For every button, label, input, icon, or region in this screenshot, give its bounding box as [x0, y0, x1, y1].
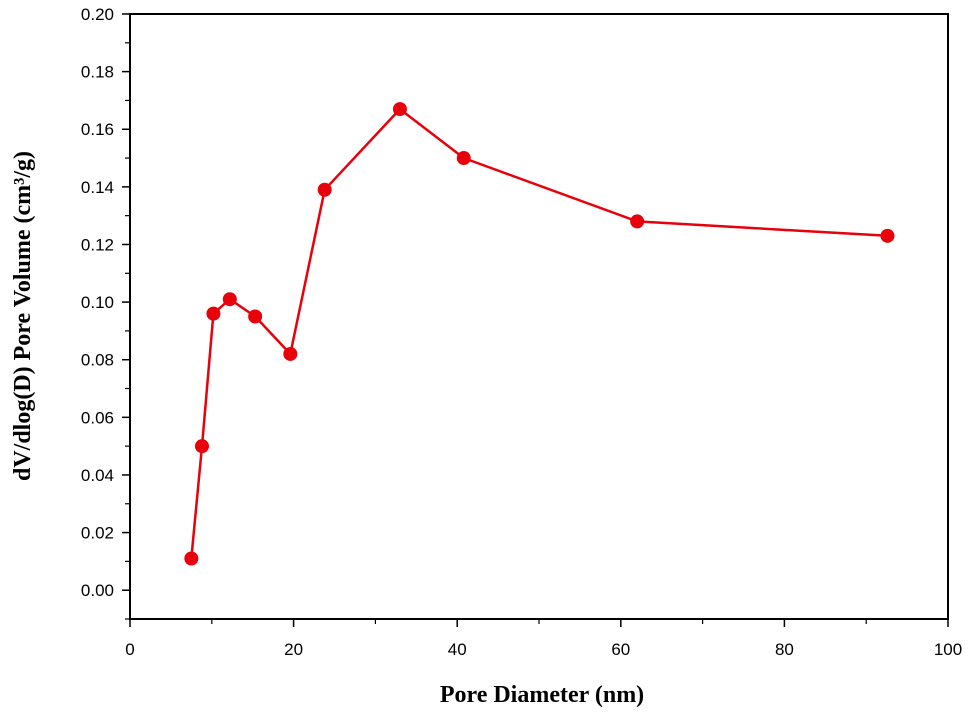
- y-tick-label: 0.14: [81, 178, 114, 197]
- x-tick-label: 20: [284, 640, 303, 659]
- y-tick-label: 0.08: [81, 351, 114, 370]
- y-tick-label: 0.00: [81, 581, 114, 600]
- data-point: [456, 151, 471, 166]
- y-tick-label: 0.18: [81, 63, 114, 82]
- y-tick-label: 0.10: [81, 293, 114, 312]
- data-point: [248, 309, 263, 324]
- y-tick-label: 0.06: [81, 408, 114, 427]
- series-line: [190, 107, 888, 559]
- data-point: [222, 292, 237, 307]
- data-point: [184, 551, 199, 566]
- x-axis-label: Pore Diameter (nm): [440, 682, 644, 708]
- y-axis-label: dV/dlog(D) Pore Volume (cm³/g): [10, 151, 36, 481]
- data-point: [880, 228, 895, 243]
- data-point: [206, 306, 221, 321]
- y-tick-label: 0.12: [81, 235, 114, 254]
- y-tick-label: 0.16: [81, 120, 114, 139]
- data-point: [630, 214, 645, 229]
- data-point: [392, 102, 407, 117]
- data-point: [194, 439, 209, 454]
- x-axis: 0 20 40 60 80 100: [125, 619, 962, 659]
- y-tick-label: 0.02: [81, 524, 114, 543]
- series-layer: [184, 102, 895, 566]
- x-tick-label: 80: [775, 640, 794, 659]
- x-tick-label: 40: [448, 640, 467, 659]
- y-axis: 0.00 0.02 0.04 0.06 0.08 0.10 0.12 0.14 0.16 0.18…: [81, 5, 130, 620]
- y-tick-label: 0.20: [81, 5, 114, 24]
- data-point: [283, 346, 298, 361]
- x-tick-label: 100: [934, 640, 962, 659]
- data-point: [317, 182, 332, 197]
- x-tick-label: 60: [611, 640, 630, 659]
- x-tick-label: 0: [125, 640, 134, 659]
- y-tick-label: 0.04: [81, 466, 114, 485]
